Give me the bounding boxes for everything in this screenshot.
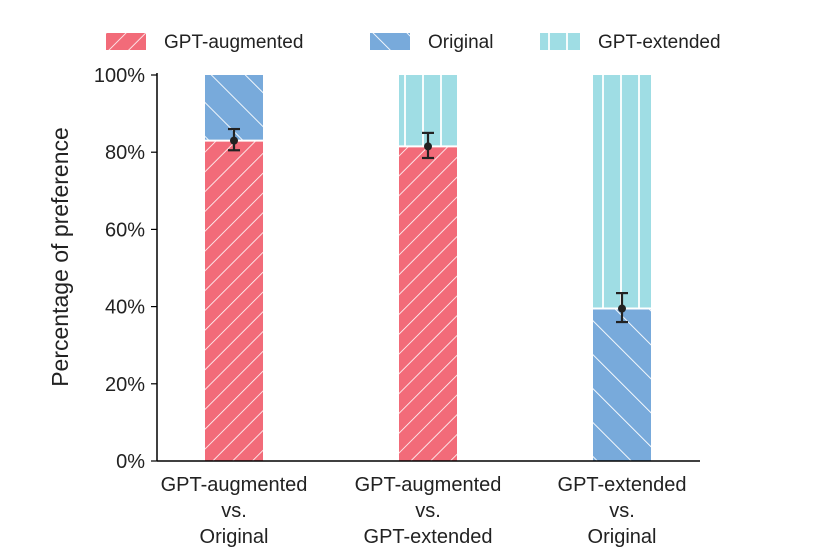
x-category-label: GPT-augmented vs. Original (161, 474, 308, 548)
legend-item: Original (370, 32, 493, 53)
legend-swatch-hatch (540, 33, 580, 50)
bar-hatch (399, 146, 457, 461)
y-tick-label: 60% (105, 219, 145, 241)
x-axis: GPT-augmented vs. Original GPT-augmented vs.… (157, 460, 700, 548)
error-bar-point (424, 142, 432, 151)
y-axis-label: Percentage of preference (47, 127, 73, 387)
legend-item: GPT-extended (540, 32, 721, 53)
legend-swatch-hatch (106, 33, 146, 50)
legend-label: GPT-extended (598, 32, 721, 53)
x-category-label: GPT-extended vs. Original (558, 474, 687, 548)
y-tick-label: 40% (105, 297, 145, 319)
legend-swatch-hatch (370, 33, 410, 50)
y-tick-label: 100% (94, 65, 145, 87)
y-axis: 0% 20% 40% 60% 80% 100% (94, 65, 158, 473)
x-category-label: GPT-augmented vs. GPT-extended (355, 474, 502, 548)
y-tick-label: 20% (105, 374, 145, 396)
error-bars (228, 127, 628, 324)
error-bar-point (230, 136, 238, 145)
bar-hatch (593, 308, 651, 461)
legend-label: Original (428, 32, 493, 53)
y-tick-label: 0% (116, 451, 145, 473)
bar-hatch (593, 75, 651, 309)
error-bar-point (618, 304, 626, 313)
legend: GPT-augmented Original GPT-extended (106, 32, 721, 53)
y-tick-label: 80% (105, 142, 145, 164)
legend-label: GPT-augmented (164, 32, 303, 53)
legend-item: GPT-augmented (106, 32, 303, 53)
bar-hatch (205, 140, 263, 461)
